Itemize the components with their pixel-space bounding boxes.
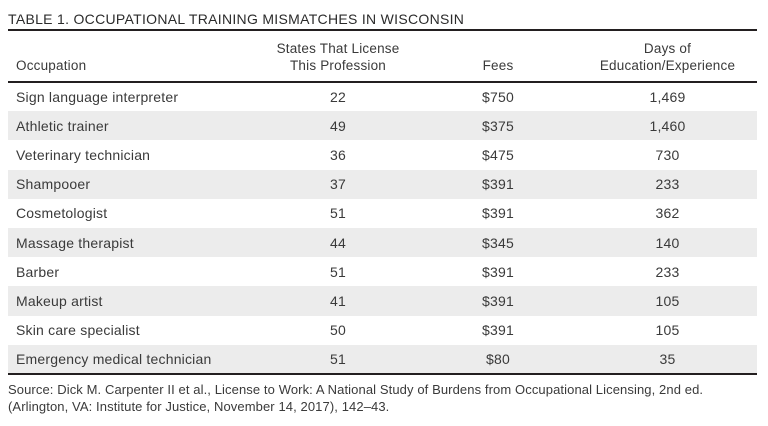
occupation-cell: Skin care specialist xyxy=(16,322,140,339)
source-citation: Source: Dick M. Carpenter II et al., Lic… xyxy=(8,381,704,415)
fees-cell: $475 xyxy=(482,146,514,163)
occupational-training-table: Occupation States That License This Prof… xyxy=(8,31,757,375)
days-cell: 105 xyxy=(655,322,680,339)
days-cell: 1,469 xyxy=(649,89,686,106)
column-header-days: Days of Education/Experience xyxy=(578,31,757,83)
occupation-cell: Barber xyxy=(16,263,60,280)
states-cell: 36 xyxy=(330,146,346,163)
occupation-cell: Veterinary technician xyxy=(16,146,151,163)
days-cell: 362 xyxy=(655,205,680,222)
states-cell: 37 xyxy=(330,176,346,193)
fees-cell: $80 xyxy=(418,344,578,375)
days-cell: 233 xyxy=(655,263,680,280)
occupation-cell: Sign language interpreter xyxy=(16,89,179,106)
occupation-cell: Emergency medical technician xyxy=(8,344,258,375)
table-row: Veterinary technician 36 $475 730 xyxy=(8,140,757,169)
table-row: Sign language interpreter 22 $750 1,469 xyxy=(8,82,757,111)
table-row: Skin care specialist 50 $391 105 xyxy=(8,316,757,345)
fees-cell: $750 xyxy=(482,89,514,106)
table-row: Emergency medical technician 51 $80 35 xyxy=(8,344,757,375)
states-cell: 41 xyxy=(330,292,346,309)
days-cell: 35 xyxy=(578,344,757,375)
fees-cell: $391 xyxy=(482,205,514,222)
occupation-cell: Massage therapist xyxy=(16,234,134,251)
states-cell: 50 xyxy=(330,322,346,339)
states-cell: 51 xyxy=(330,263,346,280)
column-header-occupation: Occupation xyxy=(8,31,258,83)
table-row: Barber 51 $391 233 xyxy=(8,257,757,286)
header-row: Occupation States That License This Prof… xyxy=(8,31,757,83)
fees-cell: $391 xyxy=(482,322,514,339)
table-header: Occupation States That License This Prof… xyxy=(8,31,757,83)
table-body: Sign language interpreter 22 $750 1,469 … xyxy=(8,82,757,375)
days-cell: 233 xyxy=(655,176,680,193)
states-cell: 51 xyxy=(330,205,346,222)
states-cell: 44 xyxy=(330,234,346,251)
fees-cell: $345 xyxy=(482,234,514,251)
days-cell: 730 xyxy=(655,146,680,163)
column-header-fees: Fees xyxy=(418,31,578,83)
fees-cell: $391 xyxy=(482,292,514,309)
fees-cell: $391 xyxy=(482,176,514,193)
occupation-cell: Athletic trainer xyxy=(16,117,109,134)
occupation-cell: Makeup artist xyxy=(16,292,103,309)
table-row: Athletic trainer 49 $375 1,460 xyxy=(8,111,757,141)
occupation-cell: Cosmetologist xyxy=(16,205,108,222)
fees-cell: $375 xyxy=(482,117,514,134)
table-row: Shampooer 37 $391 233 xyxy=(8,169,757,199)
fees-cell: $391 xyxy=(482,263,514,280)
states-cell: 51 xyxy=(258,344,418,375)
days-cell: 1,460 xyxy=(649,117,686,134)
table-row: Cosmetologist 51 $391 362 xyxy=(8,199,757,228)
days-cell: 105 xyxy=(655,292,680,309)
table-title: TABLE 1. OCCUPATIONAL TRAINING MISMATCHE… xyxy=(8,0,757,31)
states-cell: 49 xyxy=(330,117,346,134)
table-row: Massage therapist 44 $345 140 xyxy=(8,227,757,258)
table-row: Makeup artist 41 $391 105 xyxy=(8,286,757,316)
column-header-states: States That License This Profession xyxy=(258,31,418,83)
occupation-cell: Shampooer xyxy=(16,176,91,193)
states-cell: 22 xyxy=(330,89,346,106)
days-cell: 140 xyxy=(655,234,680,251)
